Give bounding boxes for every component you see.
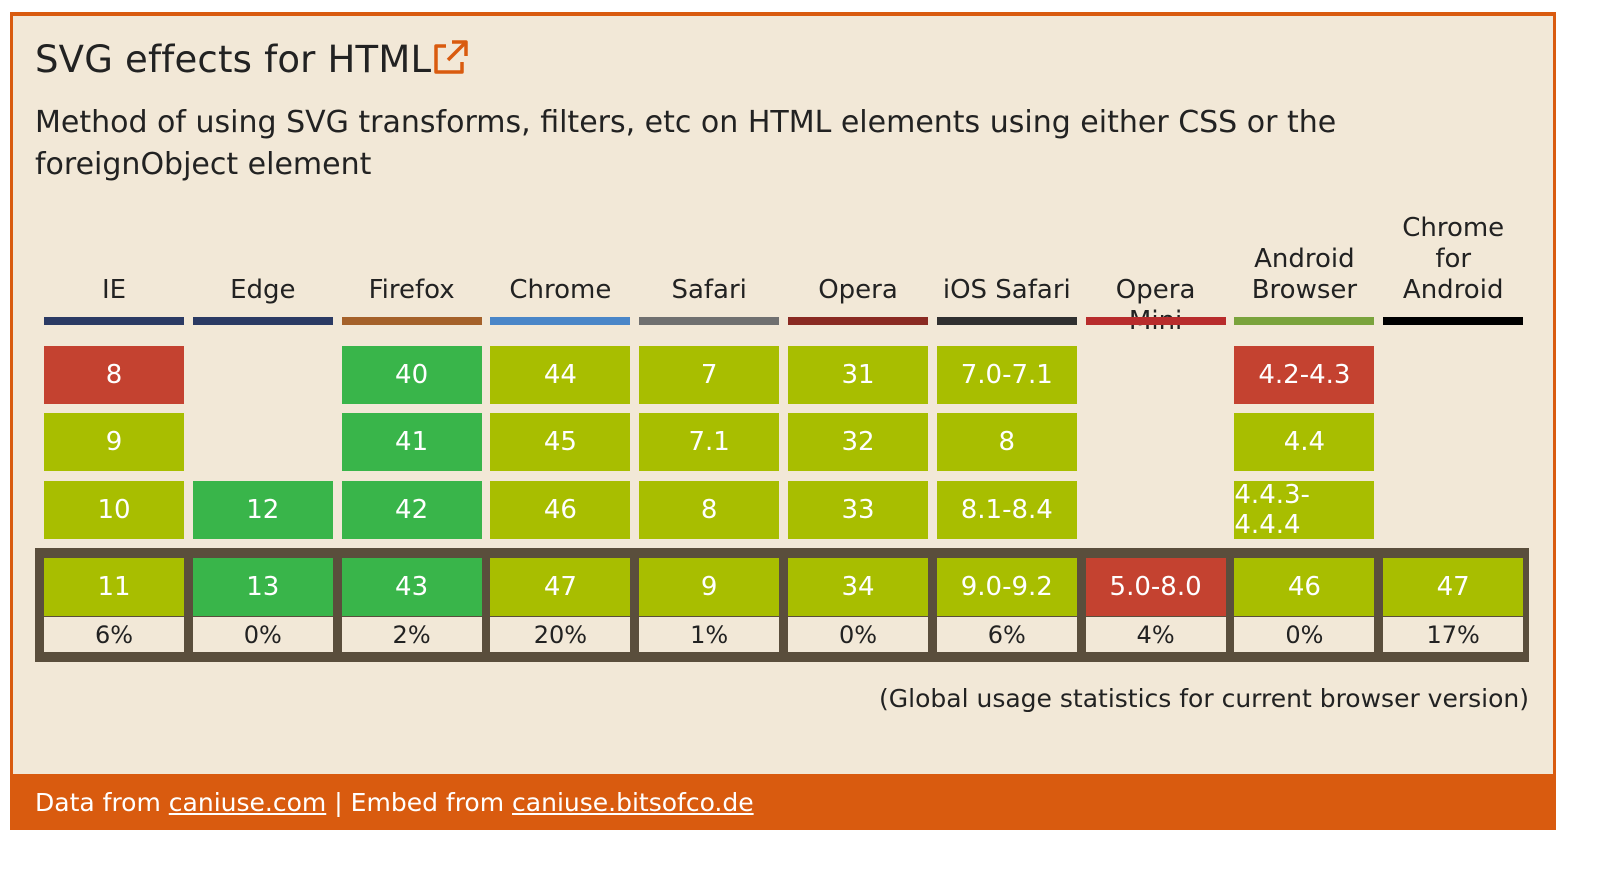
version-cell[interactable]: 8.1-8.4: [936, 481, 1077, 539]
browser-header: Chrome for Android: [1402, 213, 1505, 305]
browser-header: Opera: [818, 275, 898, 305]
browser-header: Safari: [671, 275, 747, 305]
footer-embed-prefix: Embed from: [350, 787, 505, 817]
version-cell[interactable]: 4.4: [1234, 413, 1375, 471]
version-cell[interactable]: 40: [341, 346, 482, 404]
current-version-cell[interactable]: 5.0-8.0: [1085, 558, 1226, 616]
usage-percent: 0%: [192, 617, 333, 652]
version-cell[interactable]: 8: [639, 481, 780, 539]
current-version-cell[interactable]: 9: [639, 558, 780, 616]
widget-title: SVG effects for HTML: [35, 38, 432, 81]
current-version-cell[interactable]: 11: [44, 558, 184, 616]
browser-color-bar: [341, 317, 482, 325]
version-cell[interactable]: 45: [490, 413, 631, 471]
usage-percent: 0%: [1234, 617, 1375, 652]
version-cell[interactable]: 12: [192, 481, 333, 539]
version-cell[interactable]: 31: [788, 346, 928, 404]
widget-description: Method of using SVG transforms, filters,…: [35, 105, 1337, 182]
browser-color-bar: [1383, 317, 1524, 325]
footer-data-prefix: Data from: [35, 787, 161, 817]
browser-color-bar: [490, 317, 631, 325]
browser-header: Android Browser: [1251, 244, 1358, 305]
version-cell[interactable]: 46: [490, 481, 631, 539]
usage-percent: 6%: [936, 617, 1077, 652]
external-link-icon[interactable]: [430, 38, 470, 78]
current-version-cell[interactable]: 43: [341, 558, 482, 616]
browser-header: iOS Safari: [942, 275, 1071, 305]
browser-color-bar: [1085, 317, 1226, 325]
version-cell[interactable]: 8: [936, 413, 1077, 471]
usage-percent: 1%: [639, 617, 780, 652]
version-cell[interactable]: 8: [44, 346, 184, 404]
browser-color-bar: [936, 317, 1077, 325]
version-cell[interactable]: 7.0-7.1: [936, 346, 1077, 404]
version-cell[interactable]: 44: [490, 346, 631, 404]
browser-color-bar: [44, 317, 184, 325]
browser-header: Chrome: [509, 275, 612, 305]
usage-percent: 20%: [490, 617, 631, 652]
version-cell[interactable]: 10: [44, 481, 184, 539]
browser-color-bar: [639, 317, 780, 325]
version-cell[interactable]: 7: [639, 346, 780, 404]
version-cell[interactable]: 4.2-4.3: [1234, 346, 1375, 404]
browser-header: IE: [101, 275, 127, 305]
usage-percent: 6%: [44, 617, 184, 652]
bitsofco-link[interactable]: caniuse.bitsofco.de: [512, 787, 754, 817]
browser-header: Firefox: [368, 275, 455, 305]
current-version-cell[interactable]: 47: [490, 558, 631, 616]
usage-percent: 0%: [788, 617, 928, 652]
version-cell[interactable]: 42: [341, 481, 482, 539]
version-cell[interactable]: 41: [341, 413, 482, 471]
usage-percent: 4%: [1085, 617, 1226, 652]
version-cell[interactable]: 33: [788, 481, 928, 539]
current-version-cell[interactable]: 13: [192, 558, 333, 616]
usage-percent: 17%: [1383, 617, 1524, 652]
browser-header: Opera Mini: [1115, 275, 1196, 336]
browser-color-bar: [1234, 317, 1375, 325]
current-version-cell[interactable]: 34: [788, 558, 928, 616]
version-cell[interactable]: 9: [44, 413, 184, 471]
caniuse-link[interactable]: caniuse.com: [168, 787, 327, 817]
browser-color-bar: [788, 317, 928, 325]
current-version-cell[interactable]: 47: [1383, 558, 1524, 616]
current-version-cell[interactable]: 46: [1234, 558, 1375, 616]
version-cell[interactable]: 4.4.3-4.4.4: [1234, 480, 1375, 540]
version-cell[interactable]: 32: [788, 413, 928, 471]
footer: Data from caniuse.com | Embed from caniu…: [10, 774, 1556, 830]
usage-note: (Global usage statistics for current bro…: [879, 684, 1529, 713]
version-cell[interactable]: 7.1: [639, 413, 780, 471]
current-version-cell[interactable]: 9.0-9.2: [936, 558, 1077, 616]
browser-color-bar: [192, 317, 333, 325]
browser-header: Edge: [230, 275, 296, 305]
footer-separator: |: [334, 787, 343, 817]
usage-percent: 2%: [341, 617, 482, 652]
